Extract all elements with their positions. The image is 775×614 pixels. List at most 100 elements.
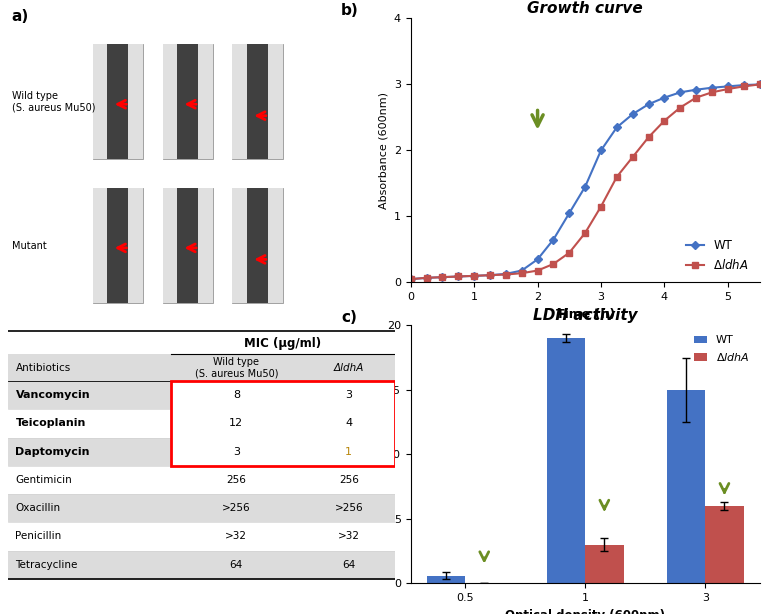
Bar: [177, 188, 198, 303]
Bar: [246, 44, 268, 160]
WT: [517, 267, 526, 274]
Title: Growth curve: Growth curve: [527, 1, 643, 16]
Text: 256: 256: [339, 475, 359, 485]
$\Delta ldhA$: [438, 273, 447, 281]
Bar: [268, 44, 283, 160]
WT: [485, 271, 494, 279]
WT: [691, 86, 701, 93]
Text: 1: 1: [345, 446, 353, 457]
Bar: [232, 44, 246, 160]
WT: [723, 83, 732, 90]
Text: >32: >32: [338, 531, 360, 542]
WT: [565, 209, 574, 217]
Bar: [107, 188, 128, 303]
Text: Daptomycin: Daptomycin: [16, 446, 90, 457]
WT: [533, 255, 542, 263]
Bar: [170, 551, 395, 579]
WT: [596, 147, 605, 154]
Bar: [163, 44, 177, 160]
Bar: [93, 188, 107, 303]
Bar: [170, 381, 395, 466]
Bar: [8, 438, 170, 466]
Bar: [8, 551, 170, 579]
Bar: [8, 410, 170, 438]
Bar: [426, 575, 465, 583]
Title: LDH activity: LDH activity: [533, 308, 637, 323]
Bar: [170, 466, 395, 494]
$\Delta ldhA$: [406, 276, 415, 283]
Text: Vancomycin: Vancomycin: [16, 390, 90, 400]
Bar: [232, 188, 283, 303]
WT: [470, 272, 479, 279]
$\Delta ldhA$: [533, 267, 542, 274]
$\Delta ldhA$: [708, 88, 717, 96]
Text: 64: 64: [229, 559, 243, 570]
Text: >32: >32: [226, 531, 247, 542]
Text: Penicillin: Penicillin: [16, 531, 62, 542]
Line: $\Delta ldhA$: $\Delta ldhA$: [408, 82, 763, 282]
Bar: [170, 381, 395, 410]
Bar: [107, 44, 128, 160]
$\Delta ldhA$: [612, 173, 622, 181]
WT: [755, 81, 764, 88]
Bar: [546, 338, 585, 583]
$\Delta ldhA$: [676, 104, 685, 111]
Bar: [93, 188, 143, 303]
$\Delta ldhA$: [739, 83, 749, 90]
WT: [406, 276, 415, 283]
Text: 12: 12: [229, 418, 243, 429]
Text: 4: 4: [345, 418, 353, 429]
Bar: [8, 354, 395, 381]
Bar: [93, 44, 143, 160]
Bar: [268, 188, 283, 303]
Text: 64: 64: [342, 559, 356, 570]
$\Delta ldhA$: [660, 117, 669, 125]
Bar: [8, 466, 170, 494]
Bar: [705, 506, 744, 583]
Text: c): c): [341, 310, 356, 325]
Bar: [170, 438, 395, 466]
Bar: [8, 523, 170, 551]
WT: [628, 111, 637, 118]
$\Delta ldhA$: [580, 229, 590, 236]
X-axis label: Time (h): Time (h): [556, 308, 615, 321]
Legend: WT, $\Delta ldhA$: WT, $\Delta ldhA$: [689, 331, 754, 367]
WT: [708, 84, 717, 91]
Y-axis label: LDH activity (nmol/min/ml): LDH activity (nmol/min/ml): [371, 384, 381, 525]
WT: [422, 274, 431, 281]
Bar: [128, 44, 143, 160]
WT: [453, 273, 463, 280]
Text: Antibiotics: Antibiotics: [16, 363, 71, 373]
Bar: [8, 381, 170, 410]
Text: MIC (μg/ml): MIC (μg/ml): [244, 337, 322, 350]
WT: [580, 183, 590, 190]
Bar: [246, 188, 268, 303]
Text: 3: 3: [232, 446, 240, 457]
$\Delta ldhA$: [723, 85, 732, 93]
Text: b): b): [341, 2, 359, 18]
Text: Wild type
(S. aureus Mu50): Wild type (S. aureus Mu50): [195, 357, 278, 378]
WT: [644, 101, 653, 108]
Bar: [170, 410, 395, 438]
WT: [549, 236, 558, 243]
WT: [501, 270, 511, 278]
Text: Teicoplanin: Teicoplanin: [16, 418, 86, 429]
Bar: [163, 44, 213, 160]
$\Delta ldhA$: [453, 273, 463, 280]
Text: Oxacillin: Oxacillin: [16, 503, 60, 513]
$\Delta ldhA$: [691, 94, 701, 101]
WT: [739, 82, 749, 89]
Text: Gentimicin: Gentimicin: [16, 475, 72, 485]
$\Delta ldhA$: [755, 81, 764, 88]
Bar: [232, 188, 246, 303]
Text: Mutant: Mutant: [12, 241, 46, 251]
Text: >256: >256: [222, 503, 250, 513]
Text: Tetracycline: Tetracycline: [16, 559, 78, 570]
WT: [438, 273, 447, 281]
Bar: [93, 44, 107, 160]
$\Delta ldhA$: [549, 260, 558, 268]
Bar: [170, 523, 395, 551]
Text: Wild type
(S. aureus Mu50): Wild type (S. aureus Mu50): [12, 91, 95, 113]
$\Delta ldhA$: [596, 203, 605, 210]
Bar: [198, 188, 213, 303]
